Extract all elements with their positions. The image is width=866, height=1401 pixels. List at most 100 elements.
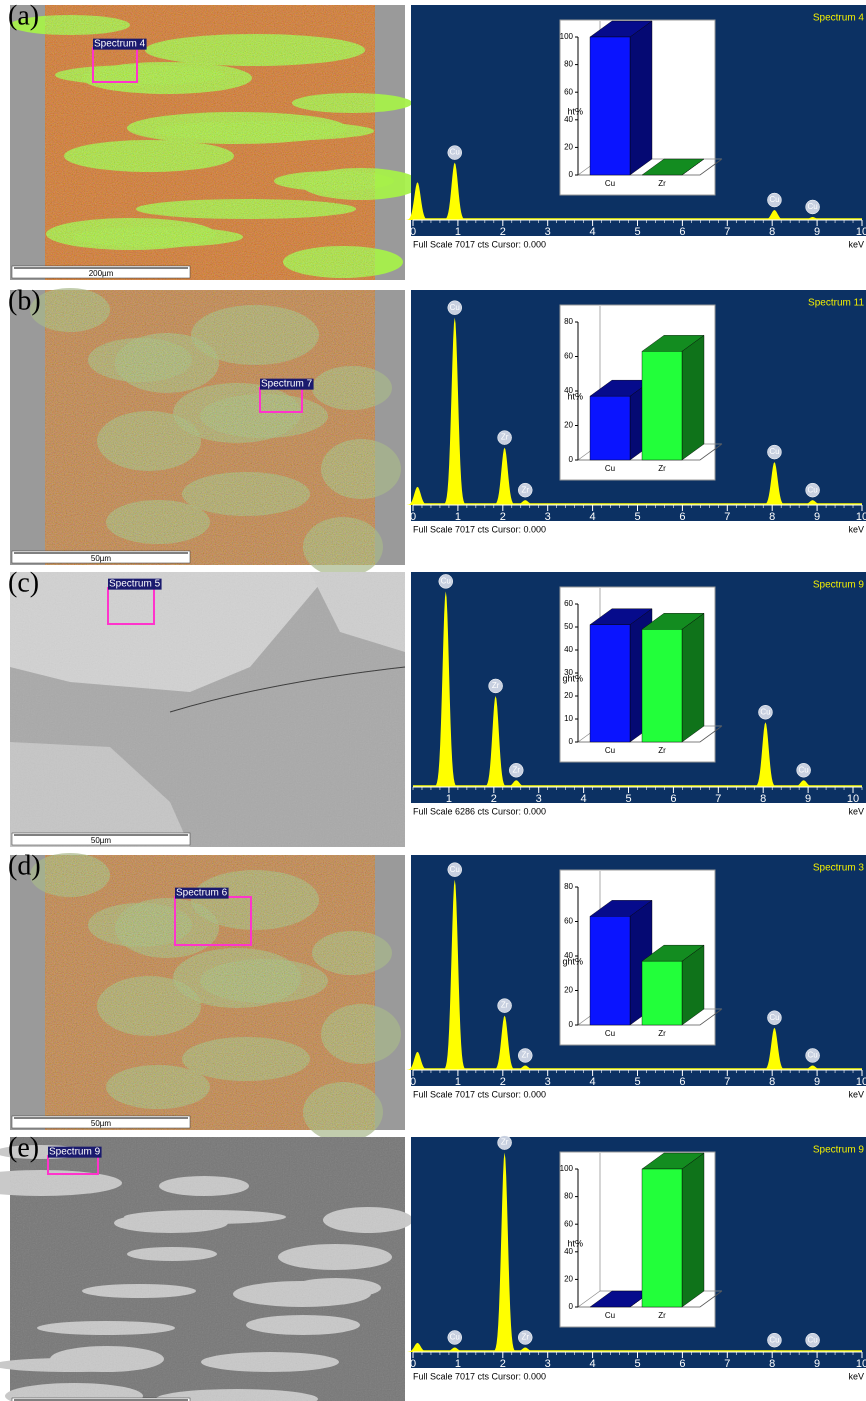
panel-label: (b) [8, 285, 41, 316]
peak [799, 216, 826, 220]
bar [589, 36, 631, 176]
peak-badge [447, 862, 463, 877]
peak [512, 1347, 539, 1352]
peak-label: Zr [512, 765, 520, 774]
spectrum-title: Spectrum 9 [813, 1145, 865, 1156]
x-tick-label: 10 [856, 1076, 866, 1088]
peak-label: Cu [807, 202, 817, 211]
y-tick-label: 60 [564, 599, 573, 608]
peak-label: Cu [807, 1051, 817, 1060]
x-tick-label: 10 [856, 1358, 866, 1370]
x-tick-label: 2 [500, 1358, 506, 1370]
peak [799, 1065, 826, 1070]
peak-label: Cu [769, 195, 779, 204]
peak-badge [497, 430, 512, 445]
panel-label: (c) [8, 567, 39, 598]
peak-badge [767, 444, 782, 460]
x-tick-label: 1 [455, 1358, 461, 1370]
peak-label: Cu [769, 1013, 779, 1022]
x-tick-label: 4 [590, 1358, 596, 1370]
peak [512, 1065, 539, 1070]
y-tick-label: 60 [564, 1219, 573, 1228]
x-tick-label: Cu [605, 464, 615, 473]
bar [589, 624, 631, 743]
y-tick-label: 20 [564, 1275, 573, 1284]
peak-label: Zr [492, 681, 500, 690]
peak-badge [488, 678, 503, 694]
noise [45, 5, 375, 280]
x-tick-label: 5 [634, 226, 640, 238]
x-tick-label: 3 [545, 1358, 551, 1370]
footer-bg [411, 1086, 866, 1113]
x-unit: keV [848, 1371, 864, 1381]
y-tick-label: 60 [564, 352, 573, 361]
peak-label: Zr [521, 1051, 529, 1060]
spectrum-title: Spectrum 11 [808, 298, 864, 309]
y-tick-label: 10 [564, 714, 573, 723]
micrograph: Spectrum 5 50µm [10, 572, 406, 847]
x-tick-label: 1 [455, 511, 461, 523]
spectrum-title: Spectrum 9 [813, 580, 865, 591]
y-tick-label: 60 [564, 917, 573, 926]
scale-bar-bg [11, 1115, 191, 1129]
y-axis-label: ht% [567, 106, 583, 116]
x-tick-label: 2 [500, 511, 506, 523]
peak [441, 879, 468, 1070]
micrograph: Spectrum 4 200µm [10, 5, 421, 280]
spectrum-marker: Spectrum 5 [109, 579, 161, 590]
peak-label: Cu [807, 485, 817, 494]
x-tick-label: 5 [625, 793, 631, 805]
spectrum-title: Spectrum 4 [813, 13, 865, 24]
x-tick-label: 2 [500, 1076, 506, 1088]
x-unit: keV [848, 806, 864, 816]
peak-badge [438, 574, 454, 589]
x-tick-label: 10 [856, 226, 866, 238]
y-tick-label: 0 [569, 1302, 574, 1311]
peak-badge [767, 1332, 782, 1348]
y-tick-label: 20 [564, 986, 573, 995]
peak [512, 500, 539, 505]
peak-badge [796, 763, 811, 778]
peak [404, 1342, 431, 1352]
scale-label: 50µm [91, 836, 112, 845]
x-tick-label: 6 [679, 511, 685, 523]
peak [491, 447, 518, 505]
peak [482, 695, 509, 787]
x-tick-label: 7 [715, 793, 721, 805]
peak-label: Cu [799, 765, 809, 774]
y-tick-label: 100 [560, 32, 574, 41]
peak [752, 722, 779, 787]
x-tick-label: Zr [658, 464, 666, 473]
spectrum-marker: Spectrum 9 [49, 1147, 101, 1158]
peak-label: Zr [521, 485, 529, 494]
x-unit: keV [848, 524, 864, 534]
x-unit: keV [848, 1089, 864, 1099]
spectrum-marker: Spectrum 6 [176, 888, 228, 899]
peak-label: Zr [501, 433, 509, 442]
scale-bar-bg [11, 832, 191, 846]
x-tick-label: 1 [446, 793, 452, 805]
footer-bg [411, 521, 866, 548]
marker-bg [108, 578, 162, 590]
spectrum-marker: Spectrum 4 [94, 39, 146, 50]
peak-badge [447, 300, 463, 315]
y-tick-label: 50 [564, 622, 573, 631]
x-tick-label: 8 [769, 226, 775, 238]
peak-label: Cu [769, 447, 779, 456]
peak [761, 462, 788, 505]
y-tick-label: 20 [564, 421, 573, 430]
marker-bg [48, 1146, 102, 1158]
x-tick-label: Zr [658, 1311, 666, 1320]
peak-badge [805, 1332, 820, 1348]
footer-bg [411, 803, 866, 830]
x-tick-label: 6 [679, 226, 685, 238]
spectrum-marker: Spectrum 7 [261, 379, 313, 390]
noise [45, 290, 375, 565]
spectrum-footer: Full Scale 7017 cts Cursor: 0.000 [413, 524, 546, 534]
bar [589, 916, 631, 1026]
bar-top [641, 158, 705, 176]
x-tick-label: 4 [590, 1076, 596, 1088]
peak [761, 210, 788, 220]
x-tick-label: Zr [658, 1029, 666, 1038]
x-tick-label: 7 [724, 1358, 730, 1370]
